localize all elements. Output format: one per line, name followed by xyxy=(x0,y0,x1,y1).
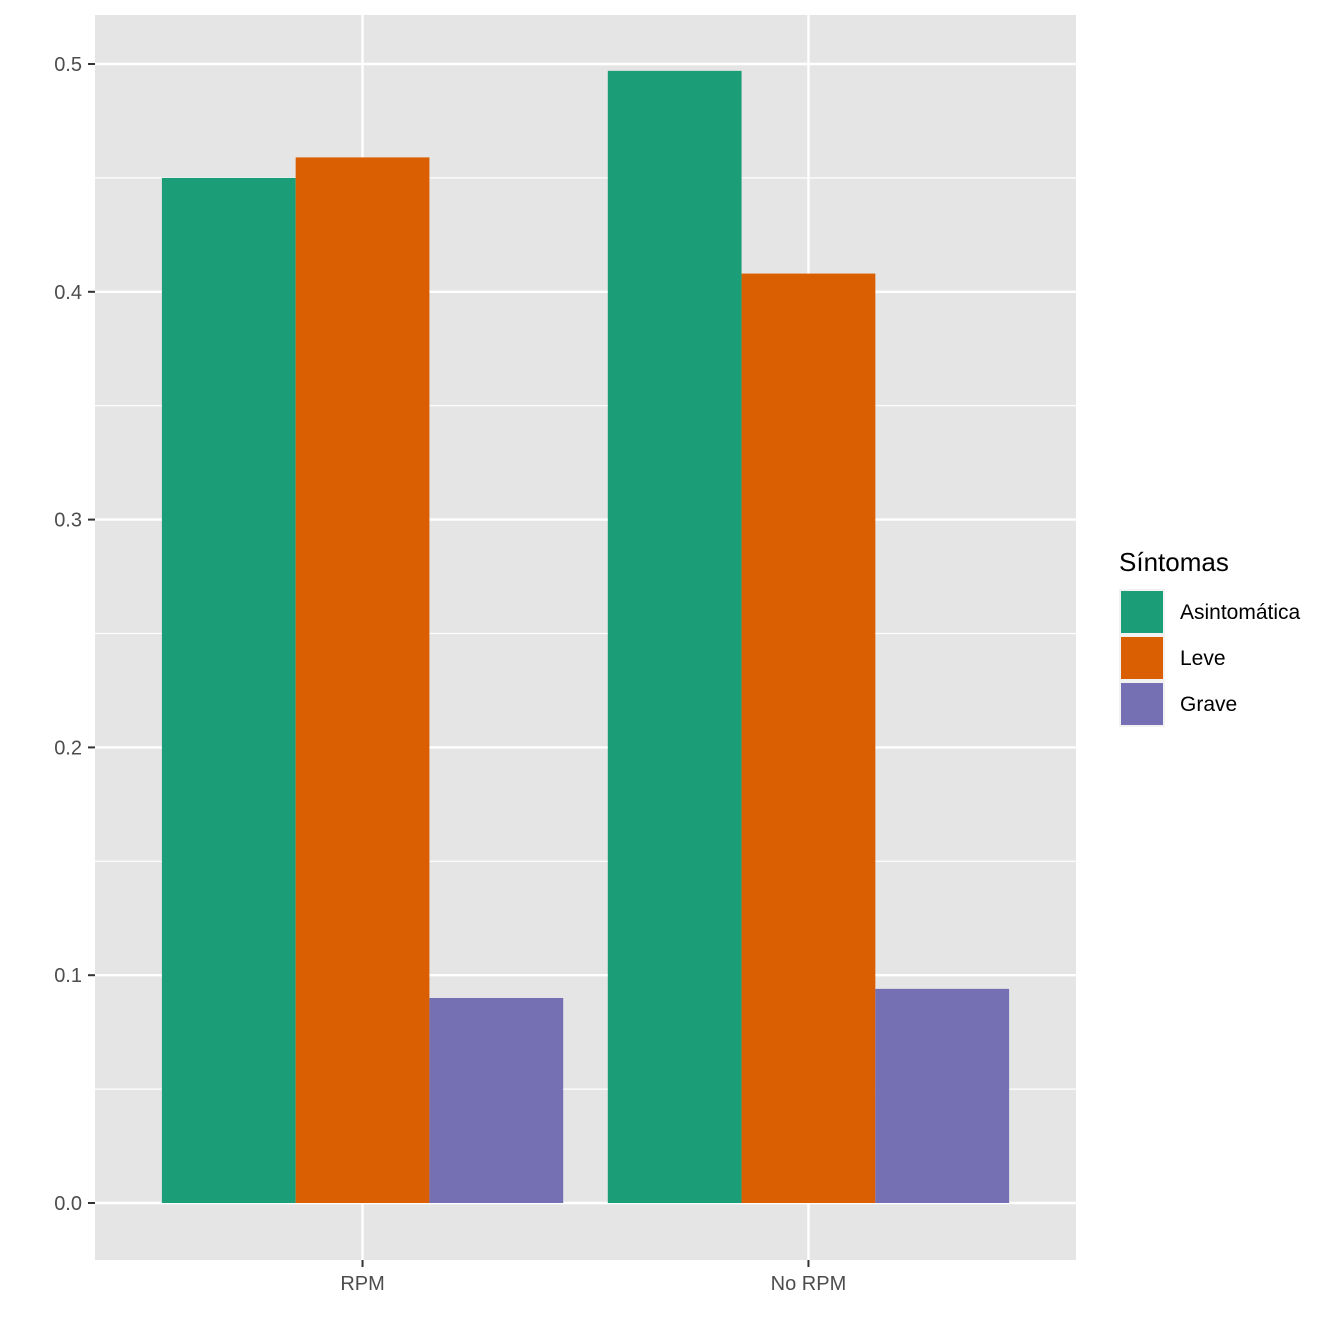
y-tick-label: 0.5 xyxy=(54,54,82,76)
y-tick-label: 0.1 xyxy=(54,965,82,987)
legend: Síntomas Asintomática Leve Grave xyxy=(1119,547,1301,727)
legend-label: Grave xyxy=(1180,693,1237,716)
y-tick-label: 0.3 xyxy=(54,510,82,532)
legend-key xyxy=(1121,683,1163,725)
bar xyxy=(429,997,564,1203)
y-tick-label: 0.2 xyxy=(54,737,82,759)
bars xyxy=(161,70,1010,1204)
legend-key xyxy=(1121,637,1163,679)
axes: 0.0 0.1 0.2 0.3 0.4 0.5 RPM No RPM xyxy=(54,54,846,1295)
y-tick-label: 0.4 xyxy=(54,282,82,304)
x-tick-label: No RPM xyxy=(771,1273,847,1295)
bar xyxy=(741,273,876,1203)
legend-label: Leve xyxy=(1180,647,1226,670)
x-tick-label: RPM xyxy=(340,1273,384,1295)
legend-key xyxy=(1121,591,1163,633)
y-tick-label: 0.0 xyxy=(54,1193,82,1215)
bar xyxy=(295,157,430,1204)
legend-title: Síntomas xyxy=(1119,547,1229,577)
bar xyxy=(607,70,742,1204)
bar xyxy=(875,988,1010,1203)
bar xyxy=(161,177,296,1203)
legend-label: Asintomática xyxy=(1180,601,1301,624)
